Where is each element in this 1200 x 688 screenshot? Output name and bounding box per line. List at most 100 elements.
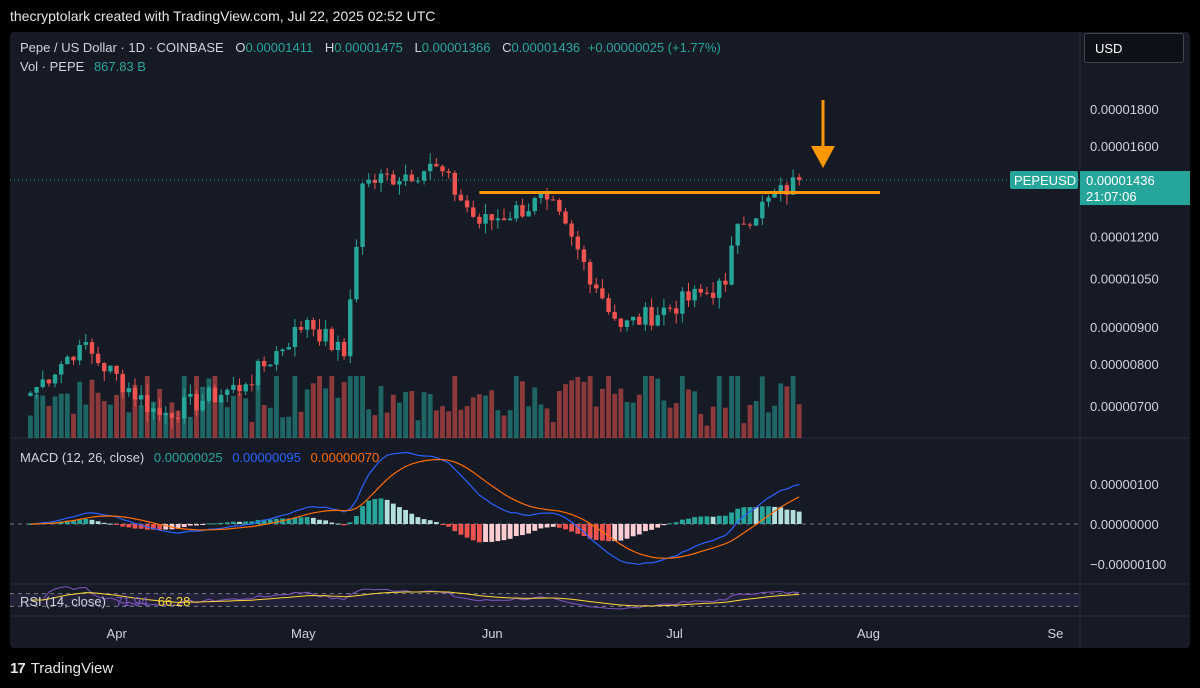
macd-hist-bar	[409, 513, 415, 524]
macd-hist-bar	[89, 519, 95, 524]
candle-body	[114, 365, 119, 374]
candle-body	[667, 307, 673, 309]
candle-body	[323, 328, 328, 342]
volume-bar	[630, 402, 636, 438]
time-tick-label-5: Se	[1048, 626, 1064, 641]
candle-body	[188, 393, 193, 397]
volume-bar	[310, 383, 316, 438]
macd-hist-bar	[200, 524, 206, 525]
candle-body	[544, 193, 550, 200]
volume-bar	[95, 392, 101, 438]
candle-body	[581, 249, 587, 263]
currency-selector[interactable]: USD	[1084, 33, 1184, 63]
volume-bar	[200, 386, 206, 438]
volume-bar	[212, 376, 218, 438]
macd-hist-bar	[403, 509, 408, 524]
macd-hist-bar	[464, 524, 470, 538]
volume-bar	[181, 376, 187, 438]
candle-body	[797, 177, 802, 181]
macd-hist-bar	[569, 524, 575, 532]
candle-body	[483, 214, 488, 224]
macd-hist-bar	[575, 524, 581, 534]
candle-body	[243, 384, 248, 392]
volume-bar	[624, 402, 630, 438]
candle-body	[532, 198, 537, 212]
macd-hist-bar	[274, 518, 279, 524]
chart-svg[interactable]: 0.00001800 0.00001600 0.00001200 0.00001050…	[10, 32, 1190, 648]
candle-body	[440, 166, 445, 172]
macd-hist-bar	[661, 524, 667, 526]
volume-bar	[483, 395, 488, 438]
candle-body	[489, 214, 494, 221]
macd-hist-bar	[655, 524, 661, 528]
volume-bar	[433, 410, 439, 438]
macd-tick-label-1: 0.00000000	[1090, 517, 1159, 532]
candle-body	[372, 179, 378, 183]
candle-body	[784, 185, 790, 195]
candle-body	[354, 246, 359, 300]
volume-bar	[218, 398, 224, 438]
chart-card[interactable]: 0.00001800 0.00001600 0.00001200 0.00001050…	[10, 32, 1190, 648]
volume-bar	[144, 376, 150, 438]
macd-hist-bar	[636, 524, 642, 535]
volume-bar	[187, 416, 193, 438]
macd-hist-bar	[698, 516, 704, 524]
volume-bar	[649, 376, 654, 438]
candle-body	[83, 342, 88, 345]
macd-hist-bar	[716, 515, 722, 524]
macd-hist-bar	[335, 523, 341, 525]
low-value: 0.00001366	[421, 40, 491, 55]
macd-hist-bar	[759, 506, 765, 524]
macd-hist-bar	[347, 522, 353, 524]
macd-hist-bar	[212, 523, 218, 525]
macd-hist-bar	[366, 500, 372, 524]
macd-hist-bar	[544, 524, 550, 528]
macd-hist-bar	[489, 524, 495, 542]
volume-bar	[89, 379, 95, 438]
last-price-countdown: 21:07:06	[1086, 189, 1137, 204]
macd-legend: MACD (12, 26, close) 0.00000025 0.000000…	[20, 450, 379, 465]
macd-hist-bar	[538, 524, 544, 529]
macd-hist-bar	[286, 518, 292, 524]
volume-bar	[397, 402, 402, 438]
candle-body	[126, 388, 132, 393]
symbol-tag-bg	[1010, 171, 1078, 190]
candle-body	[329, 328, 334, 350]
last-price-badge-bg	[1080, 171, 1190, 206]
macd-hist-bar	[329, 522, 335, 524]
candle-body	[680, 291, 685, 314]
time-tick-label-2: Jun	[482, 626, 503, 641]
macd-hist-bar	[587, 524, 593, 539]
footer: 17 TradingView	[0, 648, 1200, 688]
volume-bar	[274, 376, 279, 438]
macd-hist-bar	[692, 517, 698, 524]
macd-hist-bar	[372, 498, 378, 524]
candle-body	[507, 218, 513, 221]
candle-body	[403, 174, 408, 182]
volume-bar	[372, 415, 378, 438]
volume-bar	[643, 376, 648, 438]
candle-body	[366, 179, 371, 184]
macd-hist-bar	[120, 524, 126, 527]
macd-hist-bar	[237, 521, 242, 524]
candle-body	[575, 236, 580, 250]
macd-hist-bar	[563, 524, 568, 530]
macd-hist-bar	[378, 498, 384, 524]
candle-body	[778, 185, 783, 194]
price-tick-label-1: 0.00001600	[1090, 139, 1159, 154]
macd-hist-bar	[163, 524, 169, 530]
macd-hist-bar	[397, 507, 402, 524]
macd-hist-bar	[427, 520, 433, 524]
macd-hist-bar	[157, 524, 162, 530]
volume-bar	[175, 410, 181, 438]
candle-body	[452, 172, 457, 195]
credit-text: thecryptolark created with TradingView.c…	[10, 8, 436, 24]
macd-hist-bar	[581, 524, 587, 536]
volume-bar	[354, 376, 359, 438]
volume-bar	[243, 398, 249, 438]
candle-body	[138, 395, 144, 400]
volume-bar	[520, 381, 525, 438]
macd-hist-bar	[778, 507, 784, 524]
candle-body	[587, 262, 593, 285]
rsi-value: 71.94	[115, 594, 149, 609]
